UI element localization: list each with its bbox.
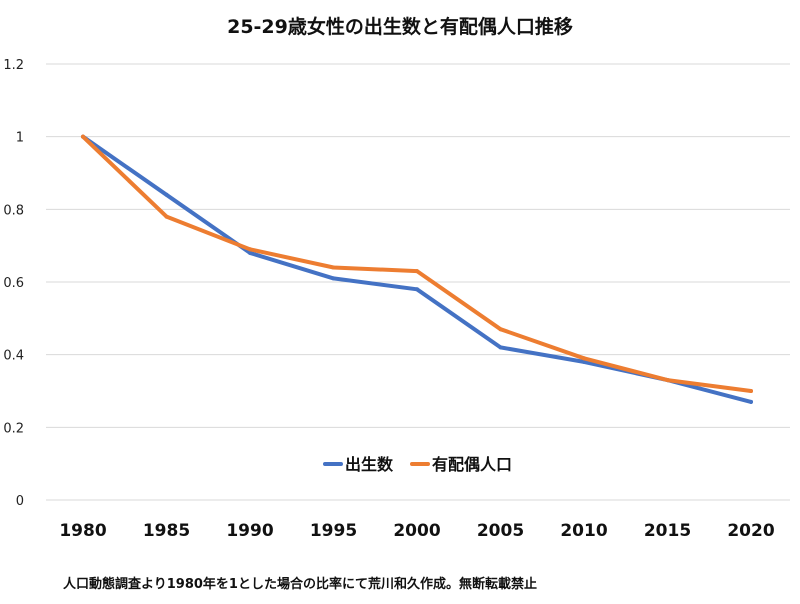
- data-point: [498, 327, 503, 332]
- data-point: [164, 214, 169, 219]
- series-lines: [81, 134, 753, 404]
- data-point: [164, 192, 169, 197]
- data-point: [749, 399, 753, 404]
- data-point: [331, 276, 336, 281]
- legend-label: 出生数: [345, 455, 394, 474]
- data-point: [415, 269, 419, 274]
- chart-title: 25-29歳女性の出生数と有配偶人口推移: [227, 15, 573, 38]
- data-point: [415, 287, 419, 292]
- data-point: [582, 356, 586, 361]
- data-point: [582, 359, 586, 364]
- x-tick-label: 1990: [226, 521, 273, 541]
- x-tick-label: 2020: [727, 521, 774, 541]
- x-axis-ticks: 1980 1985 1990 1995 2000 2005 2010 2015 2020: [59, 521, 774, 541]
- y-tick-label: 0.8: [3, 203, 24, 218]
- x-tick-label: 1995: [310, 521, 357, 541]
- y-tick-label: 0.4: [3, 349, 24, 364]
- x-tick-label: 2000: [393, 521, 440, 541]
- data-point: [248, 250, 252, 255]
- x-tick-label: 1980: [59, 521, 106, 541]
- x-tick-label: 2005: [477, 521, 524, 541]
- legend: 出生数 有配偶人口: [323, 455, 512, 474]
- gridlines: [46, 63, 790, 501]
- x-tick-label: 2015: [644, 521, 691, 541]
- y-tick-label: 1: [16, 131, 24, 146]
- data-point: [498, 345, 503, 350]
- legend-label: 有配偶人口: [432, 455, 512, 474]
- y-axis-ticks: 0 0.2 0.4 0.6 0.8 1 1.2: [3, 58, 24, 509]
- data-point: [331, 265, 336, 270]
- x-tick-label: 2010: [560, 521, 607, 541]
- y-tick-label: 0.6: [3, 276, 24, 291]
- y-tick-label: 0: [16, 494, 24, 509]
- y-tick-label: 1.2: [3, 58, 24, 73]
- data-point: [665, 378, 670, 383]
- y-tick-label: 0.2: [3, 421, 24, 436]
- footnote: 人口動態調査より1980年を1とした場合の比率にて荒川和久作成。無断転載禁止: [63, 576, 537, 592]
- series-line-1: [81, 134, 753, 393]
- x-tick-label: 1985: [143, 521, 190, 541]
- data-point: [248, 247, 252, 252]
- data-point: [81, 134, 85, 139]
- data-point: [749, 389, 753, 393]
